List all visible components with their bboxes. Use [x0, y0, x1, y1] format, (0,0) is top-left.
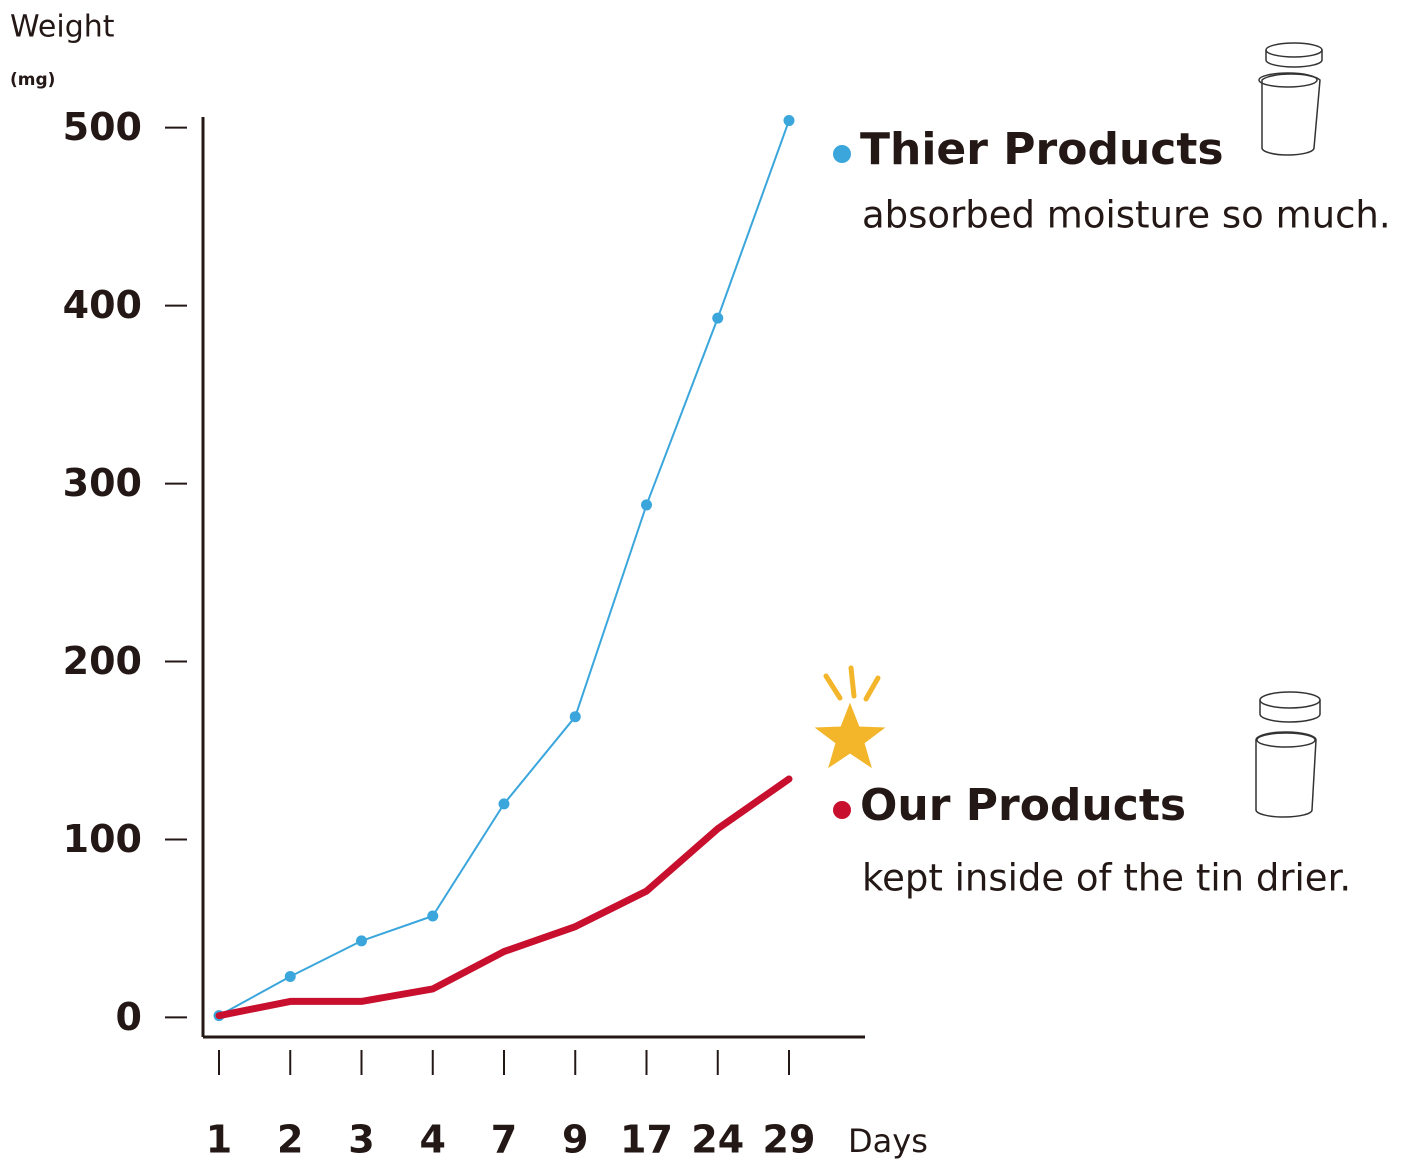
data-point — [427, 910, 439, 922]
x-tick-label: 9 — [562, 1118, 588, 1162]
y-tick-label: 200 — [63, 639, 142, 683]
series-line — [218, 119, 790, 1017]
y-tick-label: 100 — [63, 817, 142, 861]
x-tick-label: 2 — [277, 1118, 303, 1162]
y-tick-label: 0 — [116, 995, 142, 1039]
star-icon — [814, 665, 886, 769]
y-tick-label: 500 — [63, 105, 142, 149]
jar-icon — [1255, 691, 1321, 818]
y-axis-unit: (mg) — [10, 70, 55, 90]
legend-marker — [833, 145, 851, 163]
x-tick-label: 29 — [763, 1118, 816, 1162]
jar-icon — [1258, 42, 1323, 156]
y-axis-label: Weight — [10, 10, 115, 45]
y-tick-label: 300 — [63, 461, 142, 505]
legend-label: Our Products — [860, 780, 1186, 831]
x-tick-label: 17 — [620, 1118, 673, 1162]
data-point — [783, 115, 795, 127]
x-tick-label: 1 — [206, 1118, 232, 1162]
annotation: kept inside of the tin drier. — [862, 857, 1351, 900]
data-point — [356, 935, 367, 947]
data-point — [498, 798, 510, 810]
x-tick-label: 3 — [348, 1118, 374, 1162]
legend-marker — [833, 801, 851, 819]
data-point — [569, 711, 581, 723]
data-point — [712, 312, 724, 324]
x-tick-label: 4 — [420, 1118, 446, 1162]
series-line — [215, 775, 793, 1020]
x-axis-label: Days — [848, 1122, 928, 1160]
legend-label: Thier Products — [860, 124, 1224, 175]
x-tick-label: 24 — [691, 1118, 744, 1162]
y-tick-label: 400 — [63, 283, 142, 327]
annotation: absorbed moisture so much. — [862, 194, 1391, 237]
data-point — [284, 970, 296, 982]
data-point — [641, 499, 652, 511]
x-tick-label: 7 — [491, 1118, 517, 1162]
